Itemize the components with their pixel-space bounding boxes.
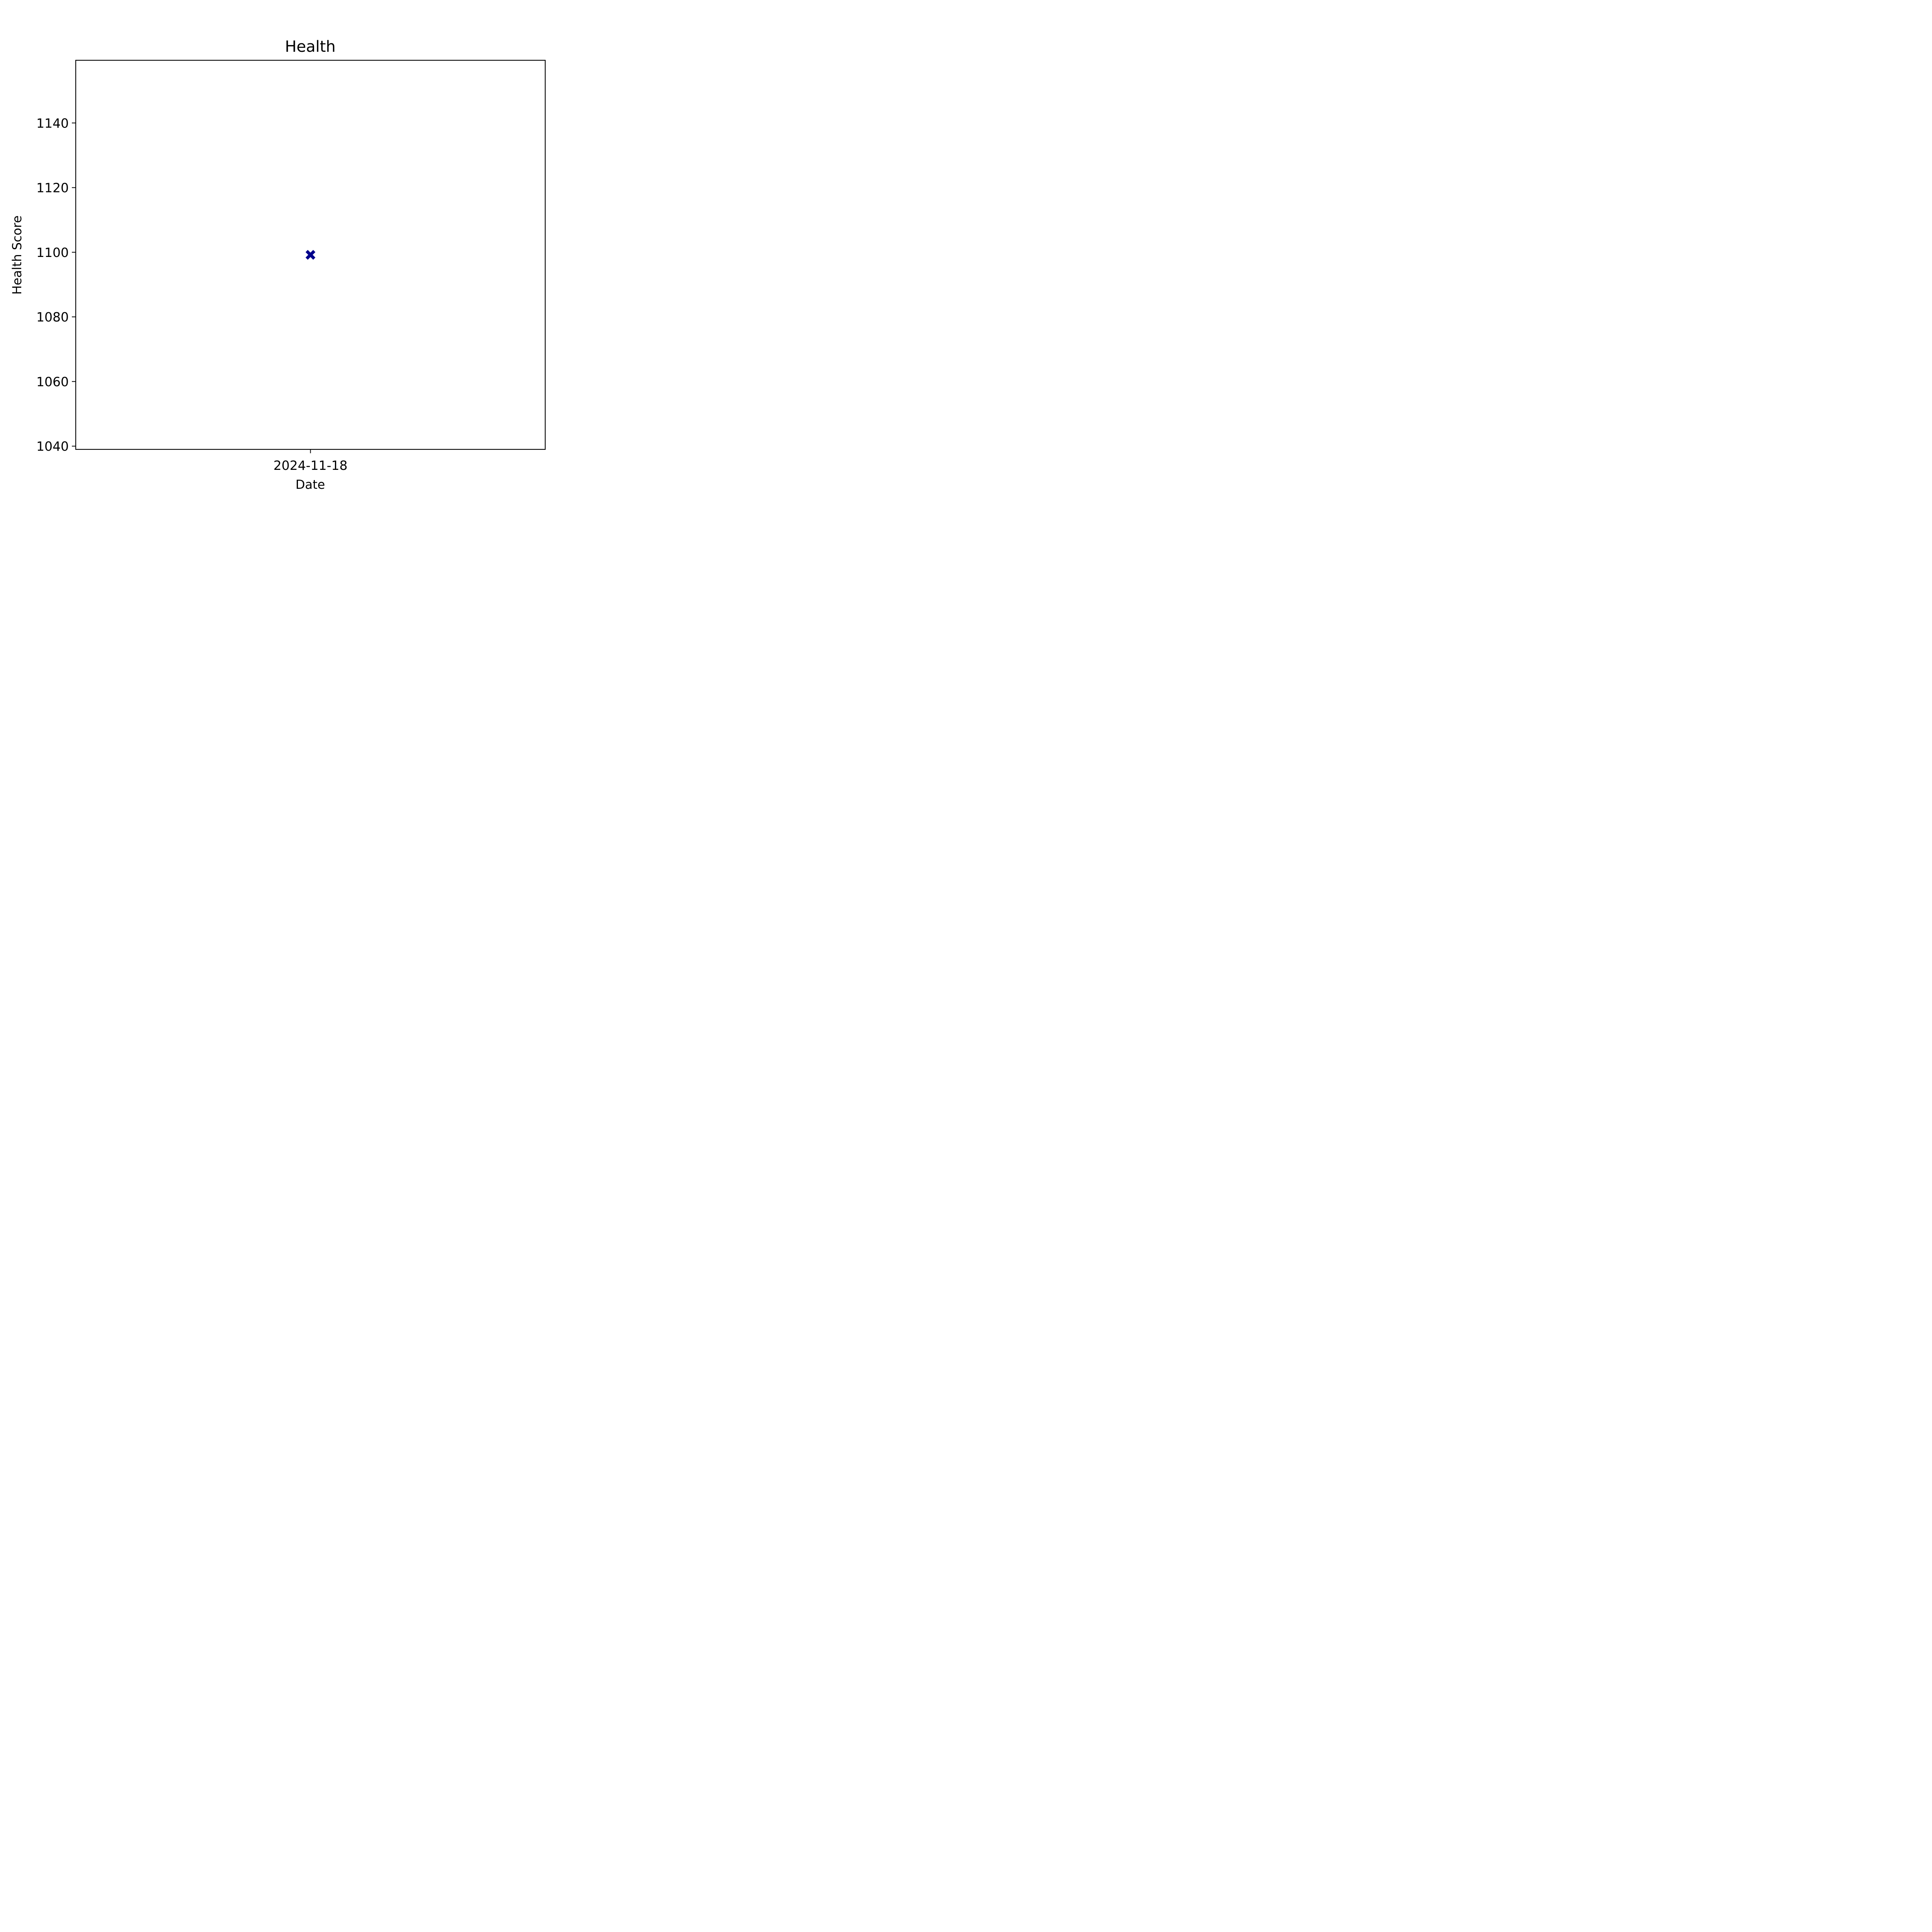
scatter-chart: Health 1040 1060 1080 1100 1120 1140 2024-11-… [0, 0, 597, 498]
y-tick-label: 1120 [36, 180, 69, 196]
y-tick-label: 1060 [36, 374, 69, 389]
y-tick-label: 1080 [36, 310, 69, 325]
y-tick-label: 1140 [36, 116, 69, 131]
y-axis: 1040 1060 1080 1100 1120 1140 [36, 116, 76, 454]
plot-area [305, 250, 316, 260]
figure-background [0, 0, 597, 498]
y-tick-label: 1100 [36, 245, 69, 260]
x-axis: 2024-11-18 [274, 449, 348, 473]
x-axis-label: Date [296, 477, 325, 492]
x-tick-label: 2024-11-18 [274, 458, 348, 473]
chart-title: Health [285, 38, 335, 56]
data-point [305, 250, 316, 260]
y-tick-label: 1040 [36, 439, 69, 454]
y-axis-label: Health Score [10, 216, 24, 295]
